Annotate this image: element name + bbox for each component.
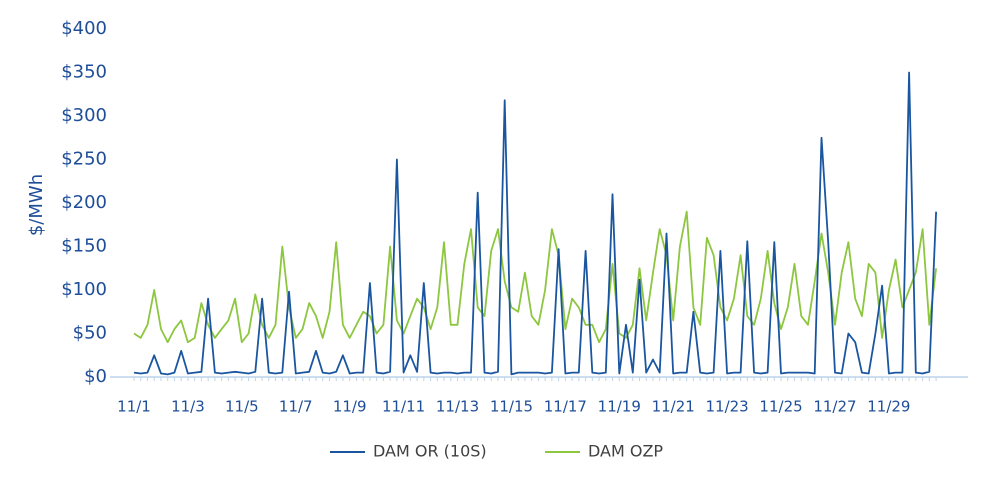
x-tick-label: 11/23 [706,398,749,416]
series-line [133,210,937,344]
y-tick-label: $150 [61,236,107,257]
y-tick-label: $350 [61,62,107,83]
x-tick-label: 11/7 [279,398,313,416]
y-tick-label: $50 [73,323,107,344]
x-tick-label: 11/15 [490,398,533,416]
x-tick-label: 11/3 [171,398,205,416]
x-tick-label: 11/25 [759,398,802,416]
y-axis-title: $/MWh [26,174,47,236]
x-tick-label: 11/17 [544,398,587,416]
x-tick-label: 11/27 [813,398,856,416]
x-tick-label: 11/29 [867,398,910,416]
x-tick-label: 11/11 [382,398,425,416]
x-tick-label: 11/21 [652,398,695,416]
legend-label: DAM OZP [588,442,663,461]
x-tick-label: 11/19 [598,398,641,416]
series-line [133,71,937,376]
legend-label: DAM OR (10S) [373,442,487,461]
y-tick-label: $300 [61,105,107,126]
y-tick-label: $400 [61,18,107,39]
x-tick-label: 11/1 [117,398,151,416]
x-tick-label: 11/9 [333,398,367,416]
y-tick-label: $100 [61,279,107,300]
y-tick-label: $0 [84,366,107,387]
x-tick-label: 11/13 [436,398,479,416]
y-tick-label: $250 [61,149,107,170]
y-tick-label: $200 [61,192,107,213]
x-tick-label: 11/5 [225,398,259,416]
